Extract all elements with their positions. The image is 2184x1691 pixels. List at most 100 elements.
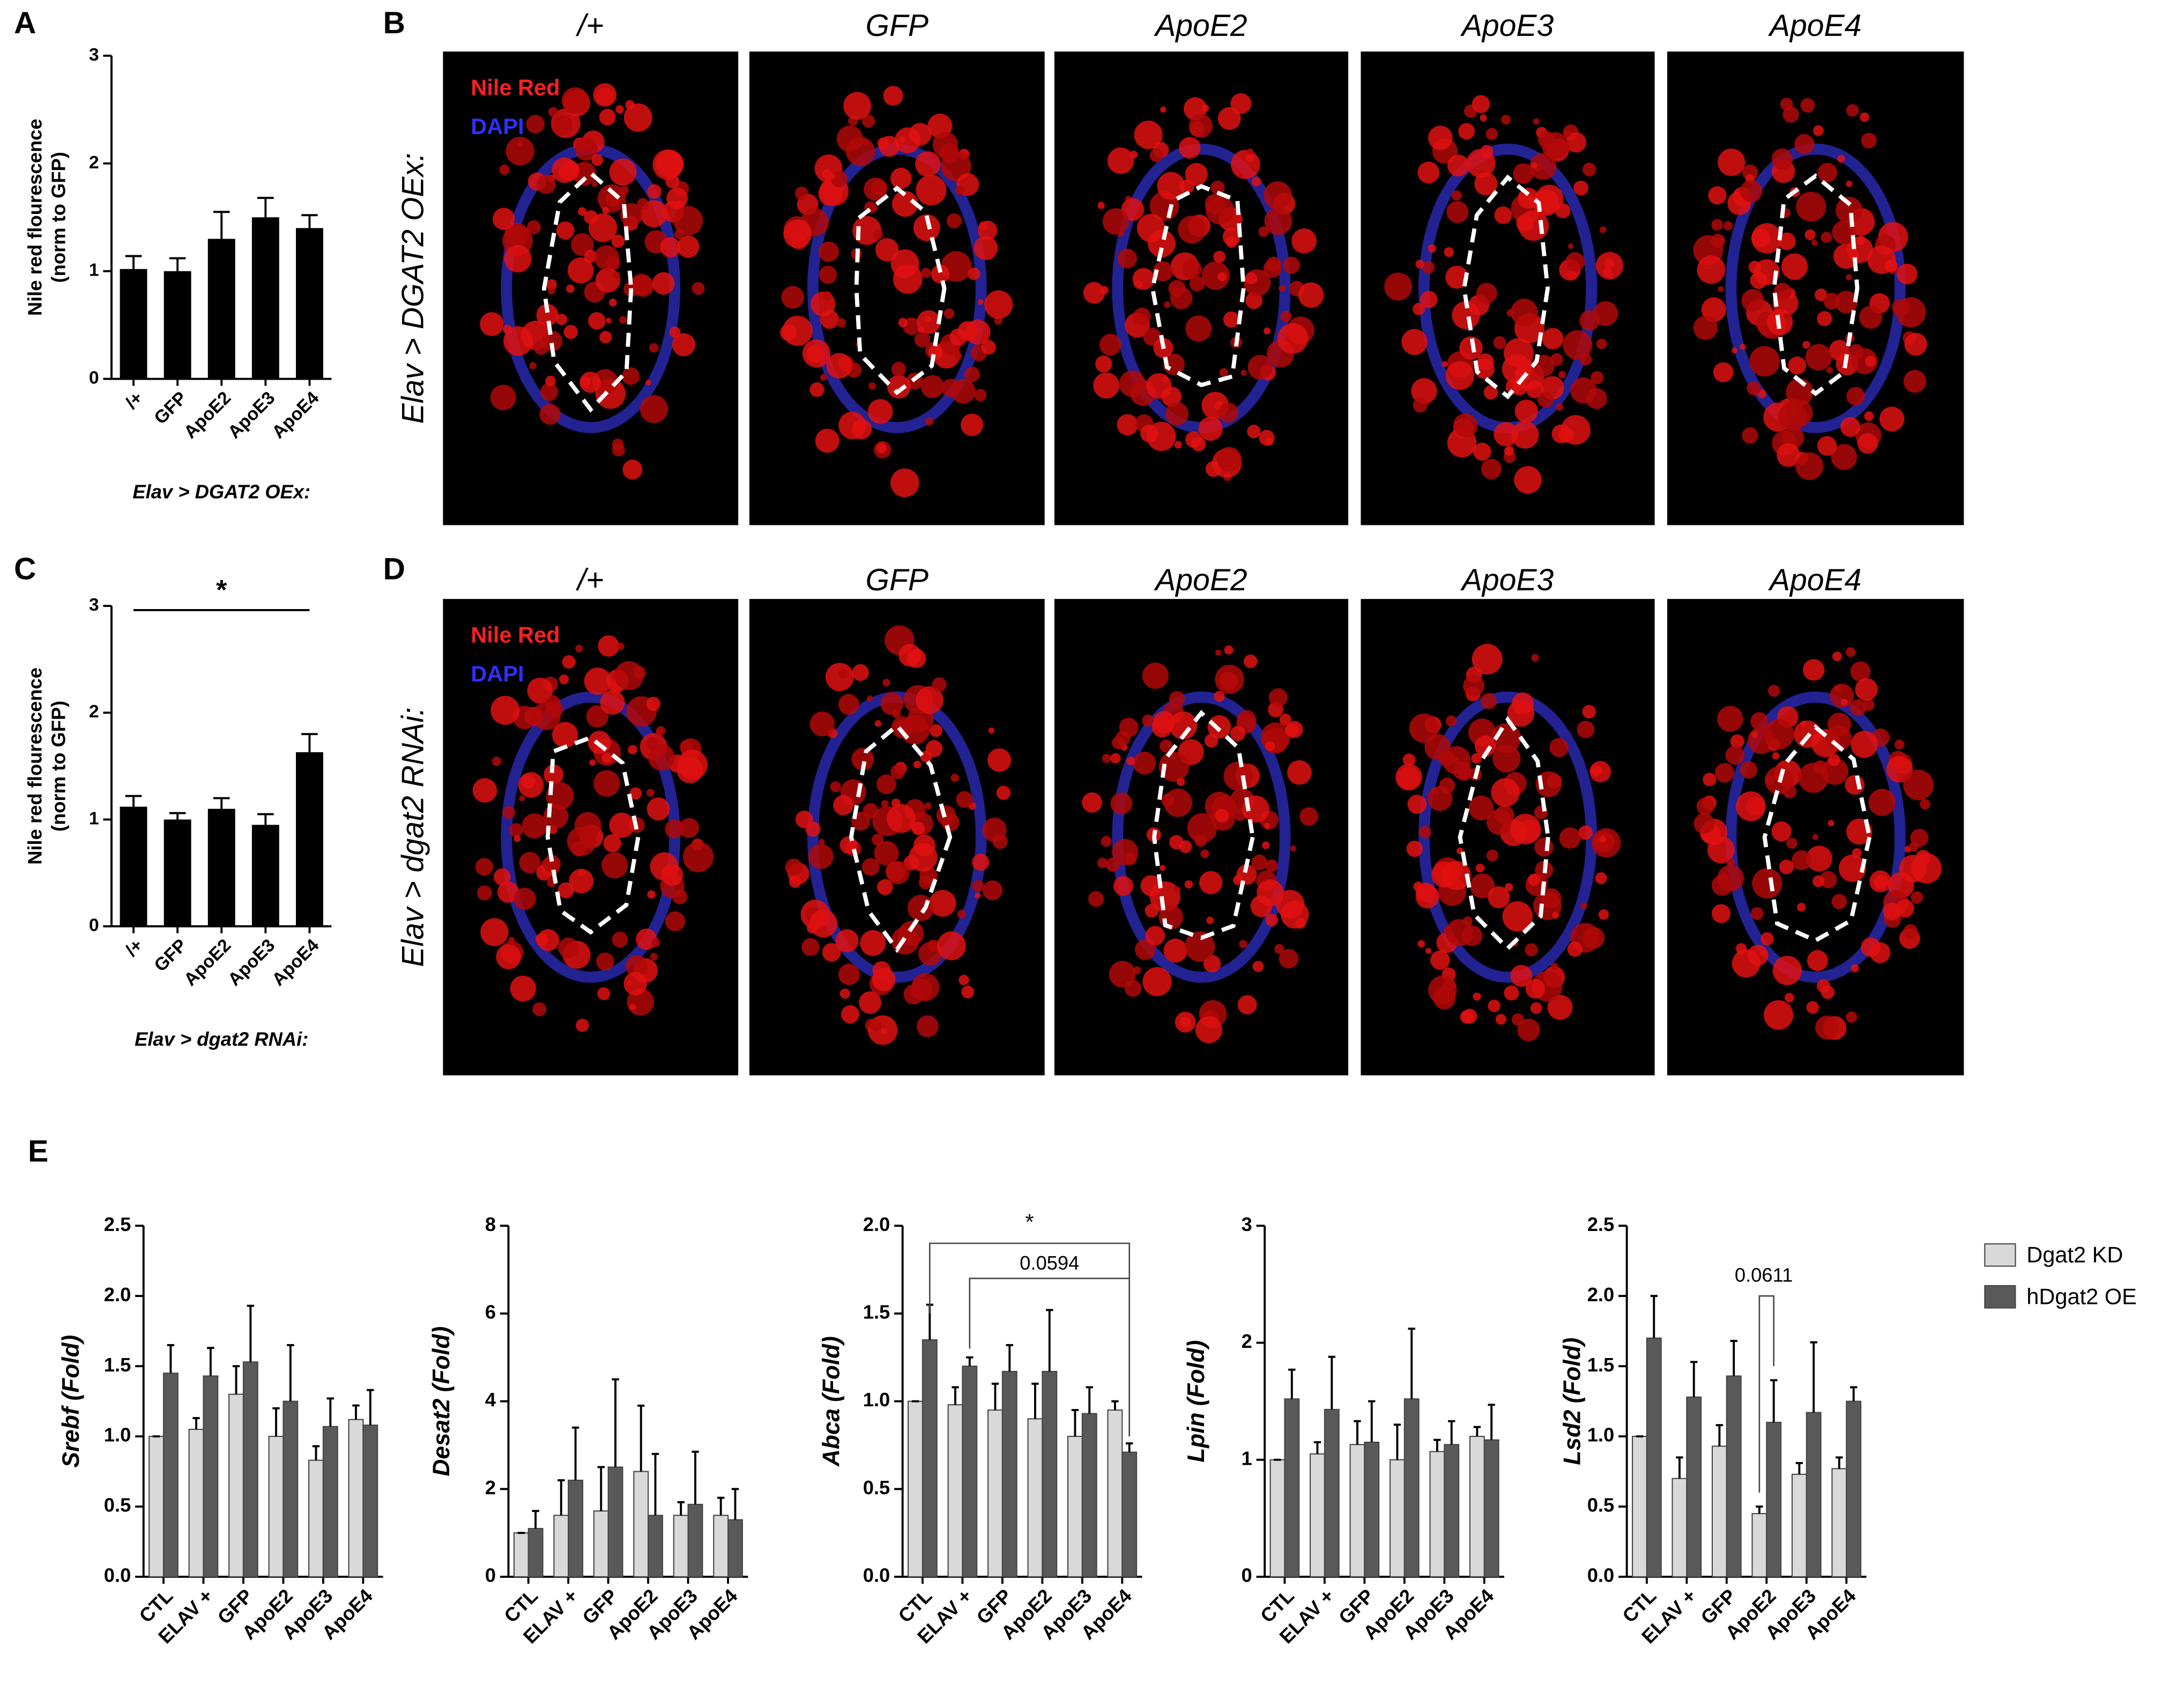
error-bar — [257, 197, 274, 218]
column-label: ApoE2 — [1154, 9, 1247, 43]
lipid-droplet — [1835, 291, 1858, 314]
bar — [713, 1515, 729, 1578]
x-tick-label: /+ — [122, 935, 147, 960]
error-bar — [352, 1404, 360, 1420]
error-bar — [167, 1344, 175, 1374]
lipid-droplet — [1861, 132, 1877, 149]
lipid-droplet — [1132, 268, 1155, 290]
region-outline — [1150, 184, 1246, 388]
column-label: GFP — [866, 563, 928, 597]
lipid-droplet — [626, 955, 648, 977]
lipid-droplet — [1593, 301, 1618, 327]
lipid-droplet — [795, 186, 808, 200]
lipid-droplet — [1846, 387, 1865, 406]
y-axis-label: (norm to GFP) — [47, 701, 69, 832]
lipid-droplet — [1395, 763, 1422, 791]
lipid-droplet — [625, 100, 635, 110]
column-label: ApoE3 — [1460, 9, 1554, 43]
lipid-droplet — [1476, 283, 1497, 304]
lipid-droplet — [491, 695, 520, 725]
lipid-droplet — [876, 443, 887, 454]
stain-label: DAPI — [471, 661, 524, 686]
lipid-droplet — [955, 186, 965, 196]
lipid-droplet — [1473, 992, 1481, 1001]
lipid-droplet — [576, 1019, 589, 1032]
bar — [528, 1527, 544, 1578]
bar — [164, 819, 191, 926]
lipid-droplet — [1764, 1000, 1794, 1030]
lipid-droplet — [645, 737, 659, 750]
lipid-droplet — [1748, 261, 1762, 274]
lipid-droplet — [830, 781, 841, 792]
lipid-droplet — [1693, 315, 1718, 340]
bar — [987, 1409, 1003, 1578]
lipid-droplet — [1145, 925, 1165, 946]
bar — [1403, 1398, 1420, 1578]
lipid-droplet — [931, 264, 950, 284]
lipid-droplet — [1290, 846, 1297, 852]
bar — [1791, 1473, 1807, 1578]
lipid-droplet — [1592, 828, 1621, 858]
lipid-droplet — [830, 170, 848, 188]
bar — [1389, 1459, 1405, 1578]
bar — [295, 228, 323, 379]
error-bar — [1810, 1341, 1817, 1413]
bar — [1364, 1441, 1380, 1578]
lipid-droplet — [490, 384, 516, 411]
lipid-droplet — [868, 382, 876, 390]
column-label: /+ — [575, 9, 604, 43]
lipid-droplet — [815, 428, 840, 453]
lipid-droplet — [920, 268, 931, 278]
lipid-droplet — [1884, 259, 1898, 272]
error-bar — [1433, 1438, 1441, 1452]
lipid-droplet — [611, 234, 625, 248]
lipid-droplet — [880, 692, 904, 715]
bar — [513, 1532, 529, 1578]
lipid-droplet — [819, 265, 837, 284]
lipid-droplet — [1443, 978, 1456, 991]
legend-label: hDgat2 OE — [2026, 1284, 2137, 1309]
lipid-droplet — [588, 312, 606, 330]
lipid-droplet — [781, 286, 804, 309]
lipid-droplet — [1778, 232, 1796, 250]
lipid-droplet — [949, 328, 967, 346]
lipid-droplet — [672, 333, 696, 357]
lipid-droplet — [932, 131, 958, 158]
lipid-droplet — [1199, 871, 1223, 894]
lipid-droplet — [1279, 714, 1291, 726]
lipid-droplet — [1804, 229, 1816, 241]
lipid-droplet — [606, 317, 612, 324]
y-tick-label: 0.0 — [863, 1564, 890, 1586]
lipid-droplet — [1204, 733, 1219, 748]
lipid-droplet — [1850, 661, 1871, 682]
lipid-droplet — [890, 167, 912, 189]
lipid-droplet — [867, 399, 893, 424]
lipid-droplet — [924, 316, 931, 323]
lipid-droplet — [1445, 715, 1457, 727]
lipid-droplet — [1846, 1011, 1858, 1023]
lipid-droplet — [1428, 244, 1437, 253]
lipid-droplet — [892, 191, 918, 217]
lipid-droplet — [1097, 857, 1108, 869]
lipid-droplet — [879, 136, 900, 157]
bracket — [969, 1278, 1130, 1437]
error-bar — [532, 1510, 539, 1529]
lipid-droplet — [603, 834, 621, 852]
region-outline — [854, 186, 947, 396]
error-bar — [1730, 1340, 1737, 1376]
lipid-droplet — [1502, 901, 1533, 932]
lipid-droplet — [876, 879, 893, 895]
lipid-droplet — [1097, 202, 1105, 209]
lipid-droplet — [544, 765, 564, 785]
lipid-droplet — [1185, 431, 1202, 448]
lipid-droplet — [1896, 297, 1926, 328]
lipid-droplet — [677, 235, 700, 258]
lipid-droplet — [1784, 992, 1794, 1003]
y-tick-label: 1.5 — [863, 1301, 890, 1323]
lipid-droplet — [1264, 207, 1292, 235]
lipid-droplet — [1118, 231, 1124, 237]
bar — [687, 1503, 703, 1578]
lipid-droplet — [570, 233, 594, 256]
lipid-droplet — [801, 938, 820, 956]
error-bar — [272, 1407, 280, 1437]
